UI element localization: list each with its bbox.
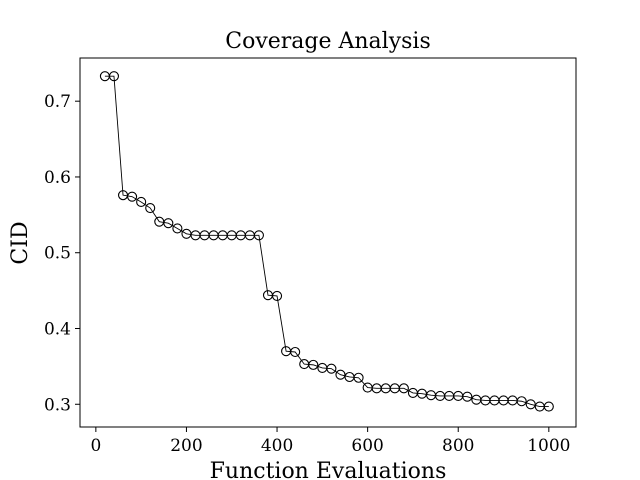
chart-title: Coverage Analysis [225, 29, 431, 54]
x-tick-label: 200 [170, 436, 202, 456]
y-axis-label: CID [8, 221, 33, 264]
y-axis: 0.3 0.4 0.5 0.6 0.7 [44, 92, 80, 415]
plot-frame [79, 57, 577, 428]
x-tick-label: 800 [442, 436, 474, 456]
data-point [353, 372, 364, 383]
y-tick-label: 0.7 [44, 92, 71, 112]
data-series [99, 71, 554, 412]
x-tick-label: 1000 [527, 436, 570, 456]
plot-area: 0 200 400 600 800 1000 0.3 0.4 0.5 0.6 0.7 [44, 57, 577, 456]
y-tick-label: 0.6 [44, 168, 71, 188]
data-point [145, 202, 156, 214]
data-point [108, 71, 120, 82]
data-point [290, 346, 301, 358]
x-tick-label: 400 [261, 436, 293, 456]
series-line [104, 75, 549, 407]
y-tick-label: 0.5 [44, 244, 71, 264]
data-point [136, 196, 147, 208]
data-point [127, 191, 138, 202]
data-point [308, 359, 319, 370]
y-tick-label: 0.3 [44, 395, 71, 415]
data-point [253, 230, 264, 241]
y-tick-label: 0.4 [44, 319, 71, 339]
data-point [516, 396, 527, 407]
data-point [462, 391, 473, 402]
data-point [398, 383, 409, 394]
x-tick-label: 600 [351, 436, 383, 456]
data-point [271, 290, 283, 301]
data-point [163, 218, 174, 229]
data-point [172, 223, 183, 234]
data-point [543, 401, 554, 412]
x-axis: 0 200 400 600 800 1000 [90, 427, 570, 456]
data-point [335, 369, 346, 380]
data-point [525, 399, 536, 410]
x-axis-label: Function Evaluations [210, 459, 447, 480]
data-point [326, 363, 337, 374]
x-tick-label: 0 [90, 436, 101, 456]
